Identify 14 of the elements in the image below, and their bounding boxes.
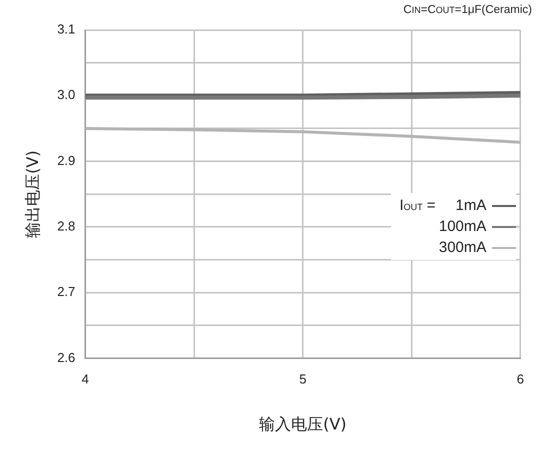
y-tick-label: 2.6 — [57, 350, 76, 365]
y-tick-label: 2.8 — [57, 218, 76, 234]
y-tick-label: 2.7 — [57, 284, 76, 300]
x-tick-label: 6 — [516, 372, 524, 387]
legend-label: 300mA — [438, 239, 486, 256]
text: 3.0 — [57, 87, 76, 102]
y-axis-title: 输出电压(V) — [22, 150, 42, 238]
y-tick-label: 3.1 — [57, 22, 76, 37]
x-tick-label: 4 — [82, 372, 89, 387]
legend-label: 1mA — [456, 197, 486, 214]
y-tick-label: 2.9 — [57, 152, 76, 168]
x-axis-title: 输入电压(V) — [259, 414, 347, 434]
legend-label: 100mA — [438, 218, 486, 236]
x-tick-label: 5 — [299, 372, 306, 387]
